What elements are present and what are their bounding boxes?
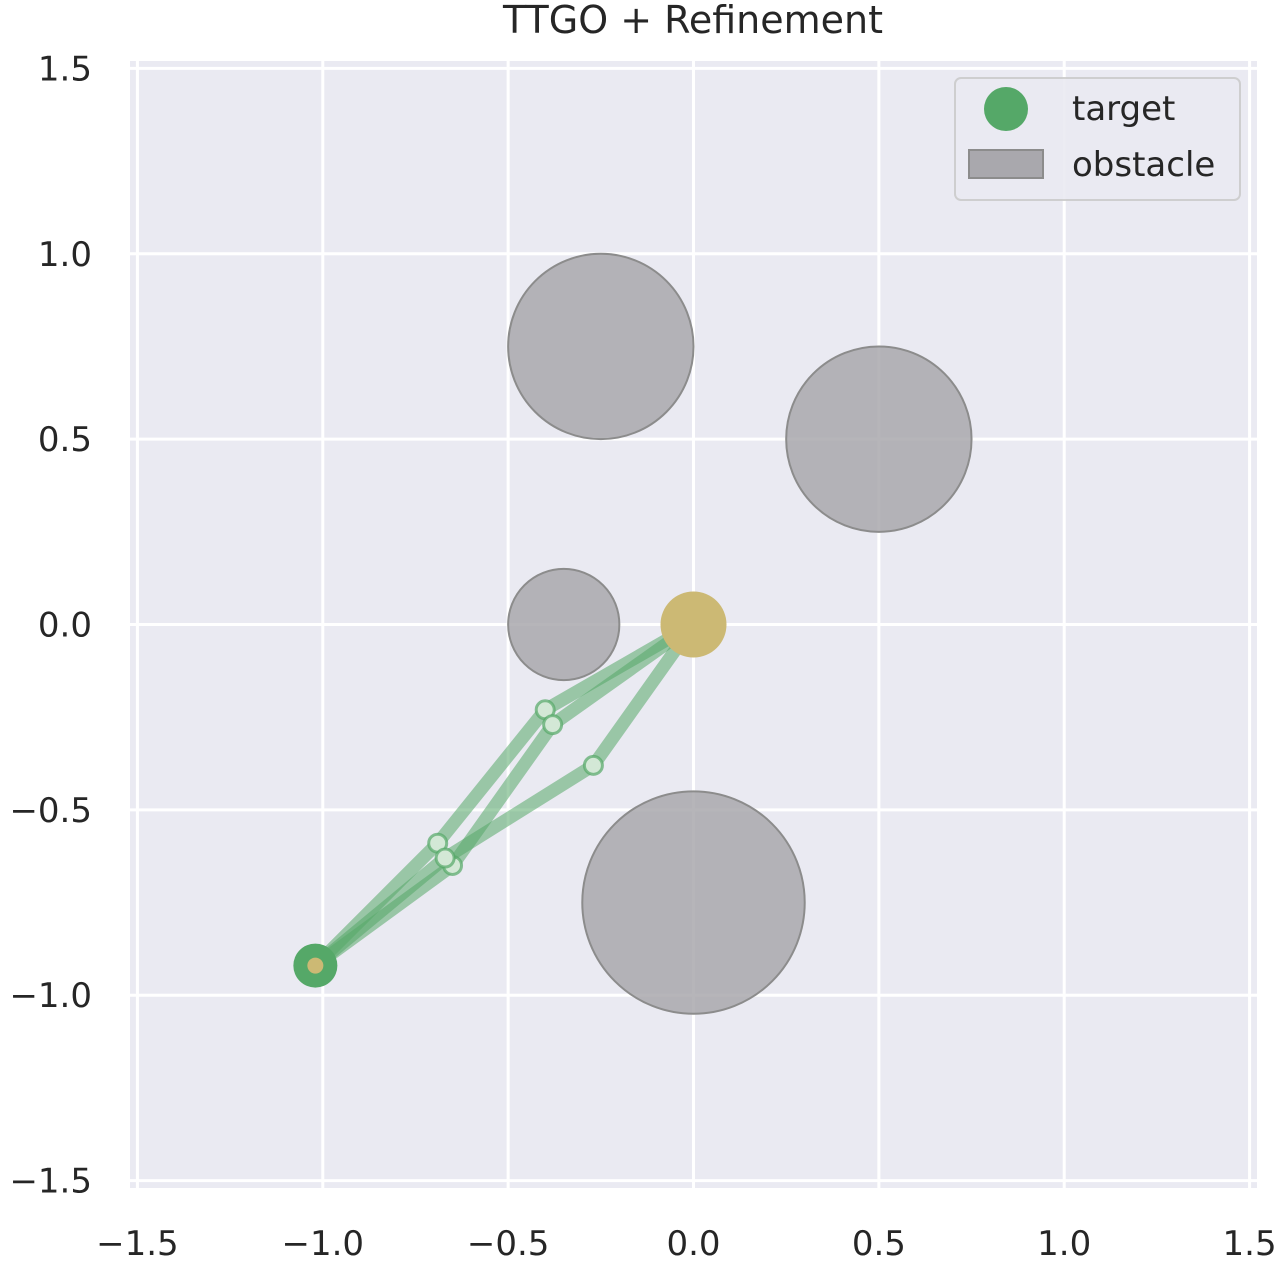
arm-configuration-3 bbox=[308, 618, 700, 973]
legend-target-marker bbox=[984, 87, 1028, 131]
y-tick-label: −1.5 bbox=[9, 1162, 92, 1202]
y-tick-label: 0.5 bbox=[38, 420, 92, 460]
arm-joint bbox=[582, 754, 604, 776]
arm-joint bbox=[542, 714, 564, 736]
arm-links bbox=[308, 618, 700, 973]
chart-title: TTGO + Refinement bbox=[502, 0, 883, 42]
y-tick-label: −0.5 bbox=[9, 791, 92, 831]
x-tick-label: 0.5 bbox=[852, 1224, 906, 1264]
x-tick-label: −1.0 bbox=[281, 1224, 364, 1264]
y-tick-label: 1.5 bbox=[38, 49, 92, 89]
x-tick-label: −1.5 bbox=[96, 1224, 179, 1264]
obstacle-2 bbox=[785, 345, 973, 533]
x-tick-label: 1.5 bbox=[1223, 1224, 1276, 1264]
y-tick-label: −1.0 bbox=[9, 976, 92, 1016]
x-tick-label: 0.0 bbox=[666, 1224, 720, 1264]
end-effector-marker bbox=[307, 957, 324, 974]
legend-obstacle-patch bbox=[968, 149, 1044, 179]
obstacle-4 bbox=[581, 790, 806, 1015]
y-tick-label: 1.0 bbox=[38, 235, 92, 275]
y-tick-label: 0.0 bbox=[38, 606, 92, 646]
x-tick-label: −0.5 bbox=[467, 1224, 550, 1264]
obstacle-1 bbox=[507, 252, 695, 441]
arm-configuration-1 bbox=[308, 618, 700, 973]
x-tick-label: 1.0 bbox=[1037, 1224, 1091, 1264]
obstacle-3 bbox=[507, 567, 621, 682]
legend-obstacle-label: obstacle bbox=[1072, 145, 1215, 185]
arm-joint bbox=[434, 847, 456, 869]
arm-links bbox=[308, 618, 700, 973]
base-marker bbox=[660, 591, 727, 658]
legend-target-label: target bbox=[1072, 89, 1175, 129]
legend: target obstacle bbox=[954, 77, 1241, 201]
